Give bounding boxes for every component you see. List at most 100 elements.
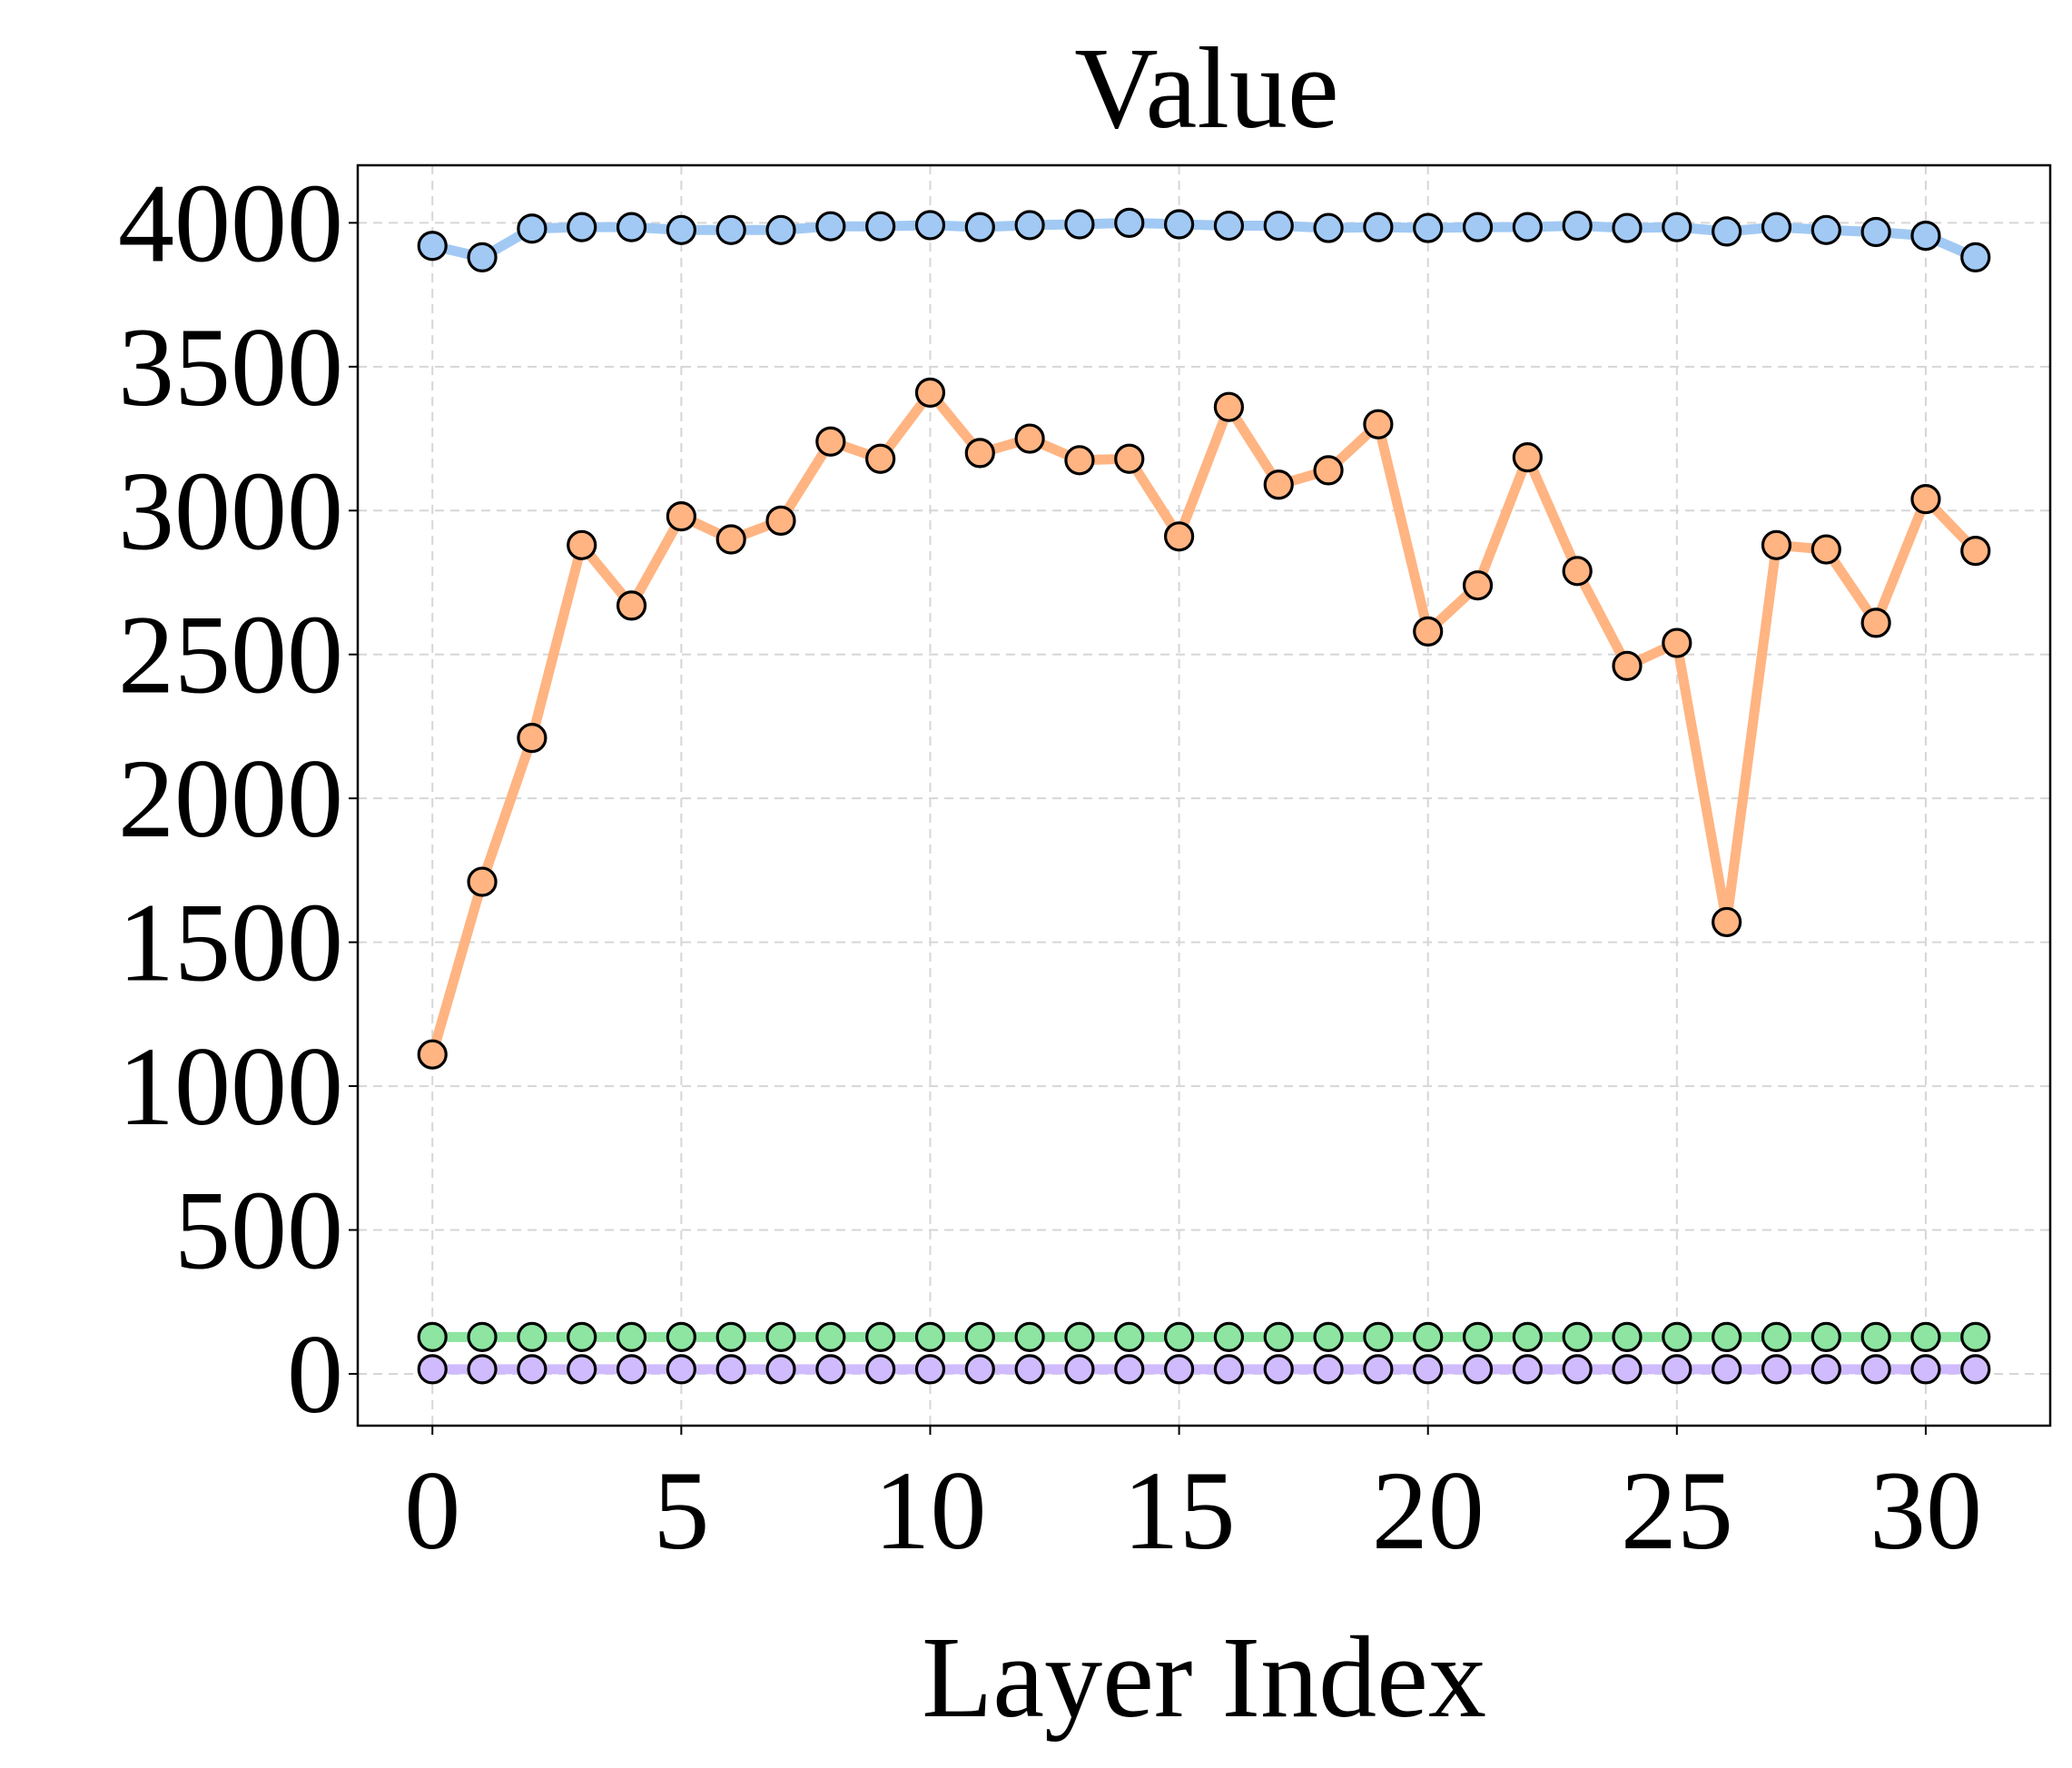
series-layer <box>417 207 1991 1385</box>
data-point <box>1413 212 1444 243</box>
data-point <box>1712 1354 1742 1385</box>
data-point <box>666 214 696 245</box>
data-point <box>517 1354 548 1385</box>
series-3 <box>417 1354 1991 1385</box>
data-point <box>1064 1354 1095 1385</box>
data-point <box>1462 212 1494 242</box>
data-point <box>1313 1321 1344 1352</box>
data-point <box>1811 534 1841 565</box>
y-tick-label: 2500 <box>118 593 343 717</box>
x-tick-label: 15 <box>1123 1448 1236 1573</box>
data-point <box>1910 1354 1941 1385</box>
data-point <box>1413 1321 1444 1352</box>
data-point <box>914 1354 946 1385</box>
data-point <box>1910 221 1941 252</box>
data-point <box>417 231 448 262</box>
data-point <box>1562 210 1593 242</box>
data-point <box>1114 207 1145 238</box>
data-point <box>517 1321 548 1352</box>
data-point <box>1014 210 1045 241</box>
data-point <box>1114 1321 1145 1352</box>
data-point <box>1263 210 1294 242</box>
data-point <box>1860 1354 1891 1385</box>
series-0 <box>417 207 1991 273</box>
data-point <box>1562 1321 1593 1352</box>
data-point <box>1761 1321 1792 1352</box>
data-point <box>567 1321 597 1352</box>
y-tick-label: 3500 <box>118 305 343 430</box>
data-point <box>1512 1354 1543 1385</box>
data-point <box>865 1354 896 1385</box>
data-point <box>517 213 548 244</box>
y-tick-label: 4000 <box>118 161 343 285</box>
data-point <box>1562 556 1593 587</box>
chart-title: Value <box>1074 24 1338 153</box>
data-point <box>1313 455 1344 486</box>
data-point <box>1860 216 1891 248</box>
data-point <box>1860 1321 1891 1352</box>
data-point <box>1811 1354 1841 1385</box>
y-axis: 0 500 1000 1500 2000 2500 3000 3500 4000 <box>118 161 358 1437</box>
plot-frame <box>356 163 2052 1427</box>
data-point <box>1363 212 1394 242</box>
y-tick-label: 0 <box>287 1312 343 1437</box>
x-tick-label: 30 <box>1870 1448 1982 1573</box>
series-1 <box>417 377 1991 1070</box>
data-point <box>1163 1321 1195 1352</box>
data-point <box>1064 445 1095 476</box>
data-point <box>1662 212 1692 242</box>
data-point <box>1562 1354 1593 1385</box>
data-point <box>616 1354 647 1385</box>
data-point <box>1761 529 1792 560</box>
data-point <box>1213 1354 1245 1385</box>
data-point <box>1712 906 1742 938</box>
data-point <box>1662 1321 1692 1352</box>
data-point <box>616 212 647 242</box>
data-point <box>666 1354 696 1385</box>
data-point <box>1712 1321 1742 1352</box>
data-point <box>1462 570 1494 601</box>
data-point <box>765 214 796 245</box>
data-point <box>1413 1354 1444 1385</box>
data-point <box>1512 212 1543 242</box>
y-tick-label: 3000 <box>118 449 343 573</box>
data-point <box>1014 423 1045 454</box>
data-point <box>964 212 995 242</box>
data-point <box>1163 521 1195 552</box>
data-point <box>1612 1321 1643 1352</box>
x-tick-label: 20 <box>1372 1448 1485 1573</box>
data-point <box>815 426 846 457</box>
data-point <box>1114 443 1145 474</box>
data-point <box>1761 1354 1792 1385</box>
data-point <box>1313 212 1344 243</box>
data-point <box>417 1321 448 1352</box>
data-point <box>765 505 796 536</box>
data-point <box>467 242 498 273</box>
data-point <box>1612 1354 1643 1385</box>
data-point <box>1363 1321 1394 1352</box>
data-point <box>715 524 746 555</box>
data-point <box>715 1321 746 1352</box>
data-point <box>1263 1321 1294 1352</box>
data-point <box>1960 536 1991 567</box>
data-point <box>1014 1354 1045 1385</box>
data-point <box>1761 212 1792 242</box>
data-point <box>815 211 846 242</box>
data-point <box>964 438 995 469</box>
data-point <box>914 377 946 408</box>
data-point <box>1960 242 1991 273</box>
data-point <box>1811 1321 1841 1352</box>
data-point <box>765 1354 796 1385</box>
data-point <box>1213 210 1245 242</box>
data-point <box>815 1354 846 1385</box>
data-point <box>1612 212 1643 243</box>
data-point <box>467 1321 498 1352</box>
data-point <box>865 1321 896 1352</box>
data-point <box>567 1354 597 1385</box>
data-point <box>467 866 498 897</box>
y-tick-label: 500 <box>174 1169 343 1293</box>
data-point <box>765 1321 796 1352</box>
data-point <box>964 1354 995 1385</box>
series-line <box>427 217 1981 262</box>
data-point <box>964 1321 995 1352</box>
